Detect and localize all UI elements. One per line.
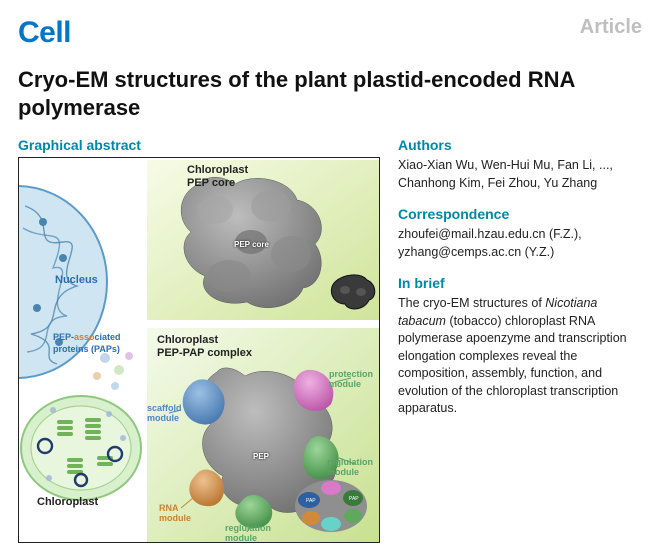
ga-label-nucleus: Nucleus	[55, 274, 98, 286]
journal-logo: Cell	[18, 16, 71, 50]
chloroplast-icon	[21, 396, 141, 500]
ga-label-rna-module: RNAmodule	[159, 504, 191, 524]
in-brief-pre: The cryo-EM structures of	[398, 296, 545, 310]
ga-label-pep-core: ChloroplastPEP core	[187, 164, 248, 189]
pep-pap-cartoon-icon: PAP PAP	[295, 480, 367, 532]
correspondence-line-1: zhoufei@mail.hzau.edu.cn (F.Z.),	[398, 227, 582, 241]
correspondence-heading: Correspondence	[398, 206, 642, 222]
graphical-abstract-figure: PAP PAP Nucleus PEP-associated proteins …	[18, 157, 380, 543]
article-title: Cryo-EM structures of the plant plastid-…	[18, 66, 642, 121]
ga-label-regulation-1: reglulationmodule	[327, 458, 373, 478]
ga-label-regulation-2: reglulationmodule	[225, 524, 271, 543]
correspondence-text: zhoufei@mail.hzau.edu.cn (F.Z.), yzhang@…	[398, 226, 642, 261]
in-brief-post: (tobacco) chloroplast RNA polymerase apo…	[398, 314, 627, 416]
ga-label-scaffold: scaffoldmodule	[147, 404, 182, 424]
svg-text:PAP: PAP	[306, 498, 316, 504]
ga-label-pep-pap: ChloroplastPEP-PAP complex	[157, 334, 252, 359]
ga-label-protection: protectionmodule	[329, 370, 373, 390]
authors-list: Xiao-Xian Wu, Wen-Hui Mu, Fan Li, ..., C…	[398, 157, 642, 192]
ga-label-pep-inset: PEP	[253, 452, 269, 461]
svg-text:PAP: PAP	[349, 496, 359, 502]
graphical-abstract-heading: Graphical abstract	[18, 137, 380, 153]
article-type: Article	[580, 16, 642, 39]
pap-beads-icon	[93, 352, 133, 390]
in-brief-heading: In brief	[398, 275, 642, 291]
in-brief-text: The cryo-EM structures of Nicotiana taba…	[398, 295, 642, 418]
ga-label-paps-1: PEP-associated	[53, 332, 121, 342]
ga-label-chloroplast: Chloroplast	[37, 496, 98, 508]
ga-label-pep-core-inset: PEP core	[234, 240, 269, 249]
correspondence-line-2: yzhang@cemps.ac.cn (Y.Z.)	[398, 245, 554, 259]
ga-label-paps-2: proteins (PAPs)	[53, 344, 120, 354]
authors-heading: Authors	[398, 137, 642, 153]
